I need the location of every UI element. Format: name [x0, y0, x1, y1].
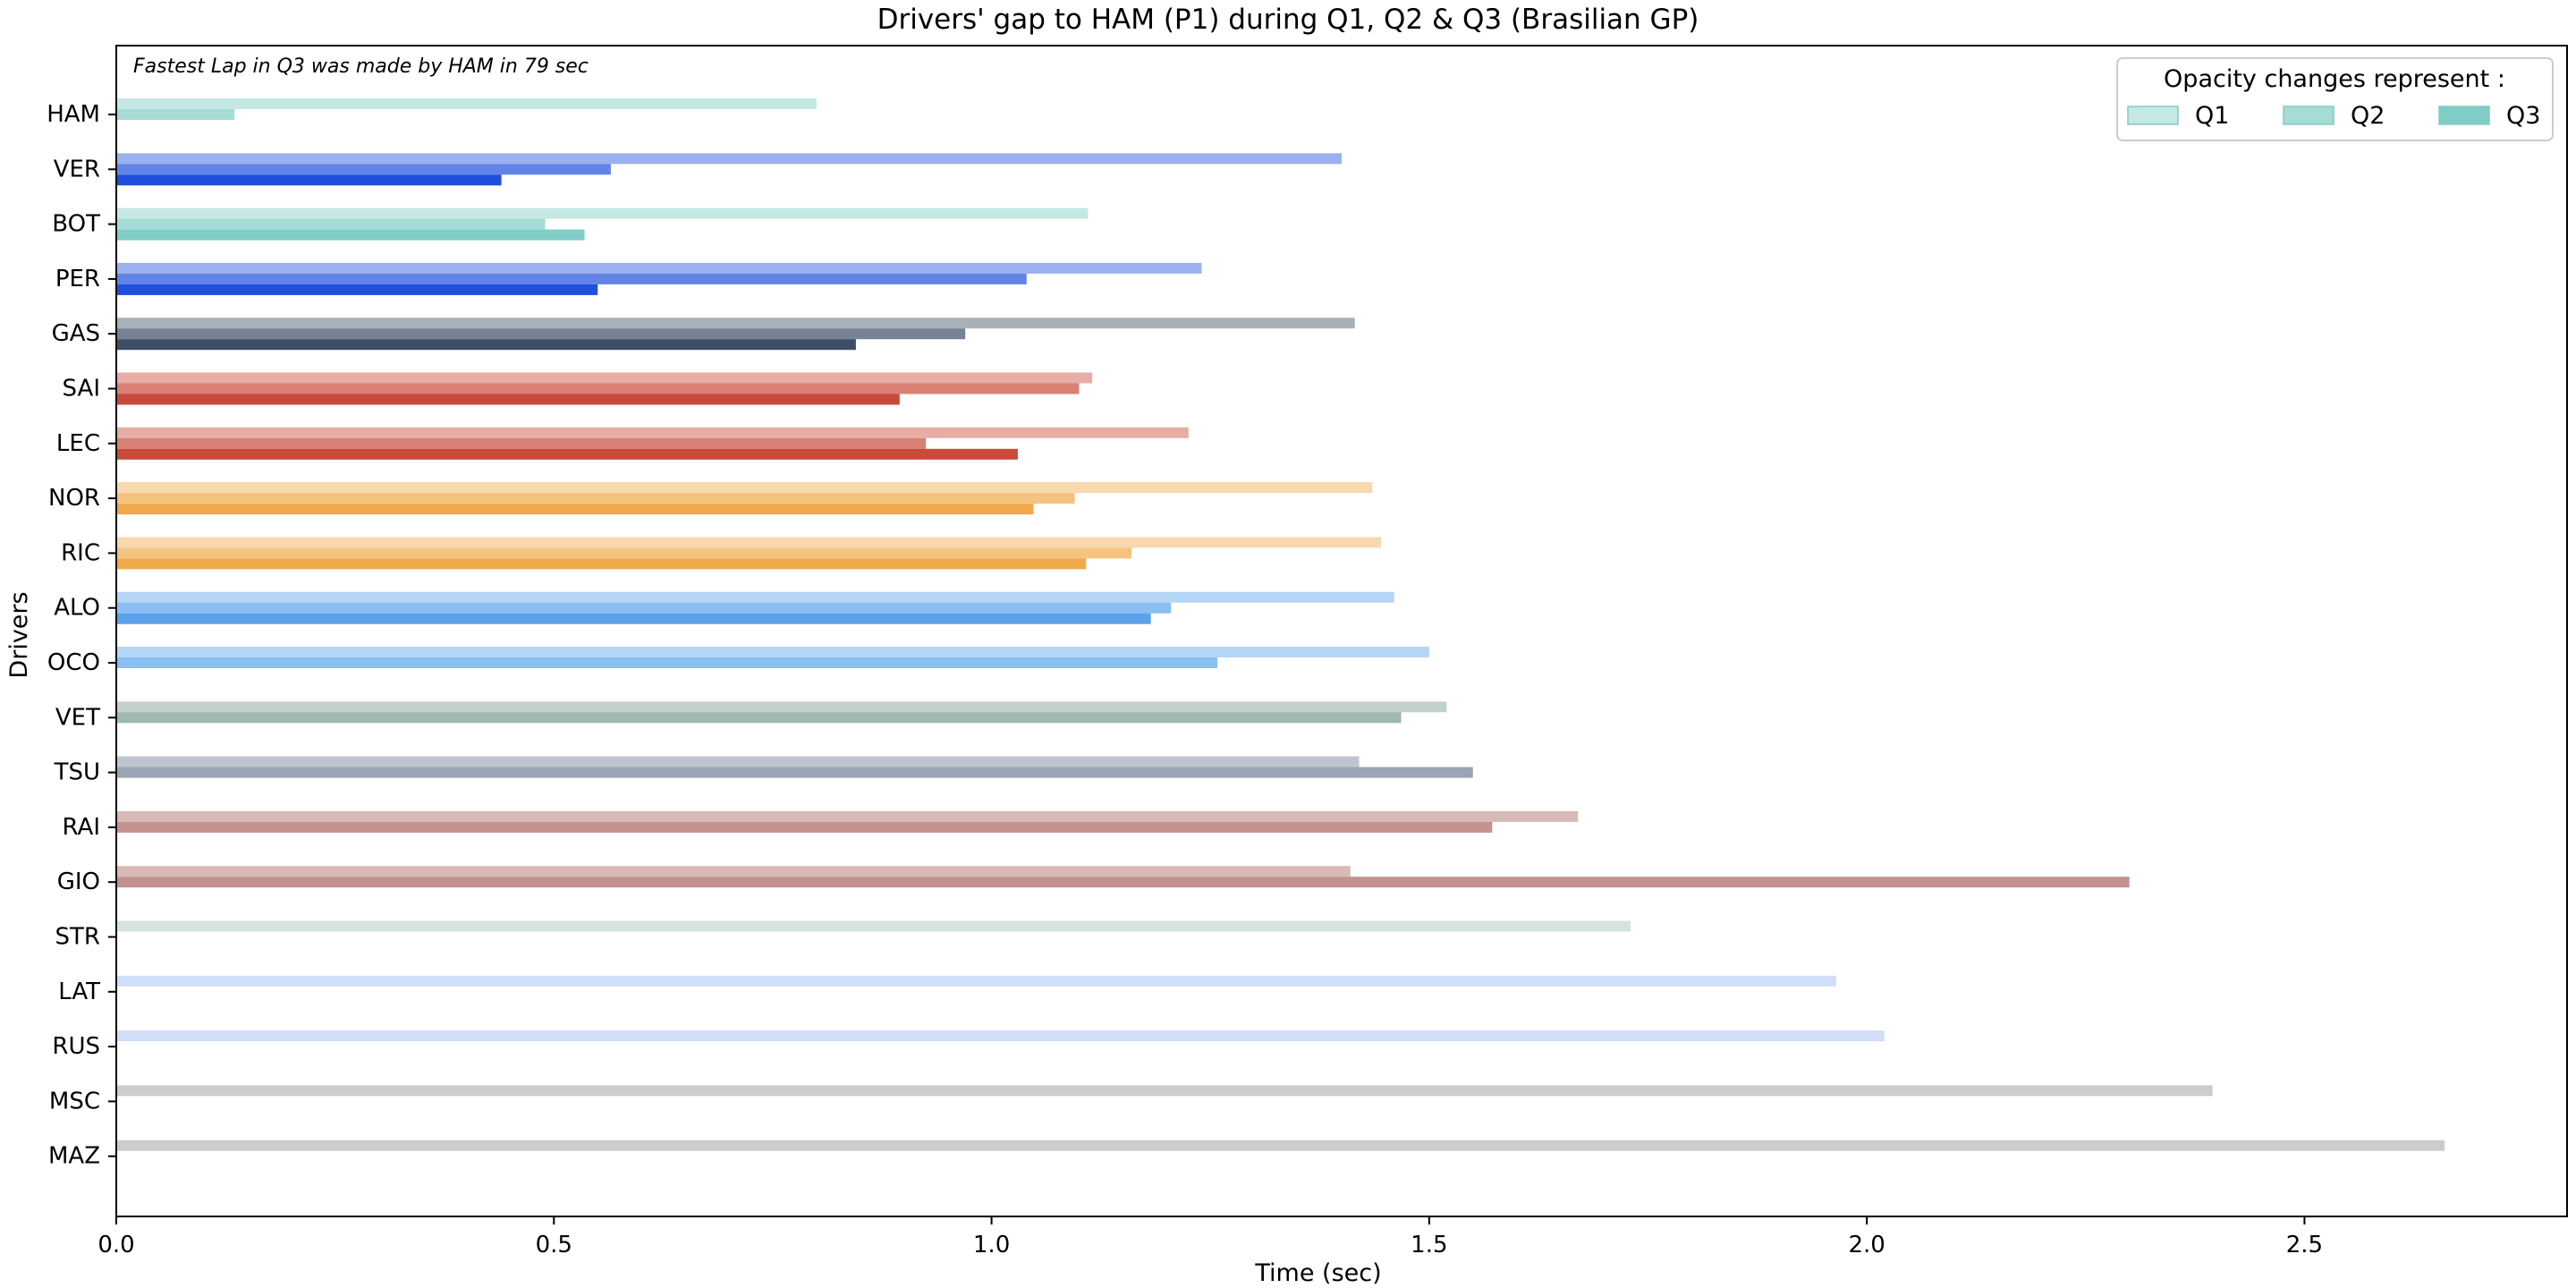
x-tick-label: 0.5	[536, 1232, 572, 1258]
bar-lec-q2	[116, 437, 927, 449]
bar-alo-q1	[116, 591, 1394, 603]
legend-title: Opacity changes represent :	[2164, 65, 2505, 93]
legend-swatch-q3	[2438, 106, 2490, 125]
bar-nor-q3	[116, 504, 1034, 515]
y-tick-label: LEC	[56, 430, 100, 457]
bar-ric-q1	[116, 537, 1382, 548]
bar-ver-q3	[116, 174, 502, 186]
bars-group	[116, 98, 2445, 1151]
y-tick-label: MSC	[49, 1088, 100, 1114]
legend-swatch-q2	[2283, 106, 2334, 125]
y-tick-label: VET	[55, 704, 100, 731]
bar-ver-q1	[116, 153, 1342, 165]
bar-maz-q1	[116, 1140, 2445, 1151]
y-tick-label: BOT	[52, 211, 100, 238]
bar-vet-q2	[116, 712, 1402, 724]
bar-gas-q3	[116, 339, 856, 351]
bar-lec-q1	[116, 427, 1189, 438]
legend-entries: Q1 Q2 Q3	[2127, 102, 2540, 130]
bar-ham-q2	[116, 109, 235, 120]
bar-ham-q1	[116, 98, 817, 109]
bar-str-q1	[116, 920, 1631, 932]
plot-frame	[115, 45, 2568, 1217]
bar-gas-q2	[116, 328, 966, 340]
chart-annotation: Fastest Lap in Q3 was made by HAM in 79 …	[133, 55, 589, 78]
legend-swatch-q1	[2127, 106, 2179, 125]
x-axis: 0.0 0.5 1.0 1.5 2.0 2.5	[97, 1216, 2323, 1258]
bar-alo-q2	[116, 602, 1172, 614]
y-tick-label: HAM	[47, 101, 100, 128]
y-tick-label: LAT	[58, 979, 100, 1005]
bar-ric-q3	[116, 558, 1087, 570]
chart-title: Drivers' gap to HAM (P1) during Q1, Q2 &…	[877, 4, 1699, 36]
bar-per-q1	[116, 262, 1202, 274]
bar-per-q2	[116, 273, 1027, 284]
bar-per-q3	[116, 284, 598, 295]
y-tick-label: GAS	[52, 320, 100, 347]
bar-rai-q1	[116, 810, 1579, 822]
bar-tsu-q2	[116, 767, 1473, 778]
bar-gas-q1	[116, 318, 1355, 329]
x-tick-label: 2.0	[1848, 1232, 1885, 1258]
x-tick-label: 1.5	[1411, 1232, 1447, 1258]
y-tick-label: RAI	[63, 814, 100, 841]
y-tick-label: TSU	[54, 759, 100, 786]
x-tick-label: 2.5	[2286, 1232, 2323, 1258]
y-tick-label: OCO	[47, 649, 100, 676]
bar-lat-q1	[116, 975, 1836, 987]
bar-oco-q2	[116, 657, 1218, 668]
bar-ver-q2	[116, 164, 611, 175]
legend-label-q1: Q1	[2195, 102, 2229, 130]
bar-msc-q1	[116, 1085, 2213, 1097]
y-tick-label: SAI	[63, 376, 100, 402]
bar-bot-q3	[116, 229, 585, 241]
bar-rus-q1	[116, 1030, 1885, 1042]
bar-tsu-q1	[116, 756, 1360, 767]
bar-gio-q2	[116, 877, 2130, 888]
bar-rai-q2	[116, 821, 1493, 833]
y-tick-label: MAZ	[48, 1143, 100, 1170]
x-tick-label: 1.0	[973, 1232, 1010, 1258]
x-tick-label: 0.0	[97, 1232, 134, 1258]
y-tick-label: ALO	[54, 595, 100, 622]
bar-ric-q2	[116, 547, 1132, 559]
bar-sai-q3	[116, 394, 900, 405]
bar-nor-q1	[116, 482, 1373, 494]
y-axis: HAM VER BOT PER GAS SAI LEC NOR RIC ALO OCO VET TSU R…	[47, 101, 116, 1170]
y-tick-label: RIC	[61, 539, 100, 566]
legend: Opacity changes represent : Q1 Q2 Q3	[2116, 57, 2554, 141]
bar-bot-q2	[116, 218, 546, 230]
y-tick-label: PER	[55, 266, 100, 292]
legend-label-q2: Q2	[2351, 102, 2385, 130]
bar-alo-q3	[116, 613, 1151, 624]
y-axis-label: Drivers	[5, 591, 33, 678]
bar-lec-q3	[116, 448, 1018, 460]
y-tick-label: STR	[55, 924, 100, 951]
y-tick-label: NOR	[48, 485, 100, 512]
bar-sai-q2	[116, 383, 1080, 394]
x-axis-label: Time (sec)	[1254, 1259, 1381, 1287]
bar-gio-q1	[116, 866, 1351, 877]
legend-label-q3: Q3	[2506, 102, 2540, 130]
y-tick-label: GIO	[57, 869, 100, 895]
bar-vet-q1	[116, 701, 1447, 713]
y-tick-label: VER	[54, 156, 100, 182]
bar-bot-q1	[116, 208, 1089, 219]
bar-oco-q1	[116, 647, 1429, 657]
bar-sai-q1	[116, 372, 1093, 384]
bar-nor-q2	[116, 493, 1075, 504]
y-tick-label: RUS	[52, 1033, 100, 1060]
